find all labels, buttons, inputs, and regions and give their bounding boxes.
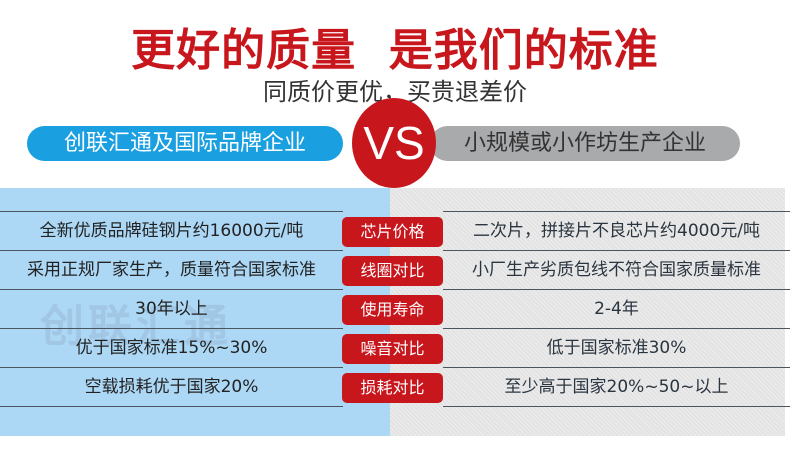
row-label: 线圈对比 <box>342 256 443 286</box>
watermark-logo: 创联汇通 <box>40 301 232 352</box>
competitor-value: 2-4年 <box>443 290 790 329</box>
comparison-row: 全新优质品牌硅钢片约16000元/吨 芯片价格 二次片，拼接片不良芯片约4000… <box>0 212 790 251</box>
vs-badge: VS <box>352 98 436 188</box>
divider <box>443 211 790 212</box>
comparison-row: 空载损耗优于国家20% 损耗对比 至少高于国家20%~50~以上 <box>0 368 790 407</box>
our-value: 全新优质品牌硅钢片约16000元/吨 <box>0 212 343 251</box>
row-label: 损耗对比 <box>342 373 443 403</box>
our-value: 空载损耗优于国家20% <box>0 368 343 407</box>
competitor-value: 低于国家标准30% <box>443 329 790 368</box>
comparison-row: 优于国家标准15%~30% 噪音对比 低于国家标准30% <box>0 329 790 368</box>
row-label: 噪音对比 <box>342 334 443 364</box>
competitor-value: 小厂生产劣质包线不符合国家质量标准 <box>443 251 790 290</box>
page-title: 更好的质量 是我们的标准 <box>131 25 659 76</box>
our-value: 采用正规厂家生产，质量符合国家标准 <box>0 251 343 290</box>
competitor-pill: 小规模或小作坊生产企业 <box>430 126 740 161</box>
comparison-row: 采用正规厂家生产，质量符合国家标准 线圈对比 小厂生产劣质包线不符合国家质量标准 <box>0 251 790 290</box>
comparison-row: 30年以上 使用寿命 2-4年 <box>0 290 790 329</box>
row-label: 芯片价格 <box>342 217 443 247</box>
our-brand-pill: 创联汇通及国际品牌企业 <box>27 126 343 161</box>
our-value: 优于国家标准15%~30% <box>0 329 343 368</box>
competitor-value: 至少高于国家20%~50~以上 <box>443 368 790 407</box>
divider <box>0 211 343 212</box>
competitor-value: 二次片，拼接片不良芯片约4000元/吨 <box>443 212 790 251</box>
competitor-panel <box>390 188 785 436</box>
our-value: 30年以上 <box>0 290 343 329</box>
our-panel <box>0 188 390 436</box>
row-label: 使用寿命 <box>342 295 443 325</box>
